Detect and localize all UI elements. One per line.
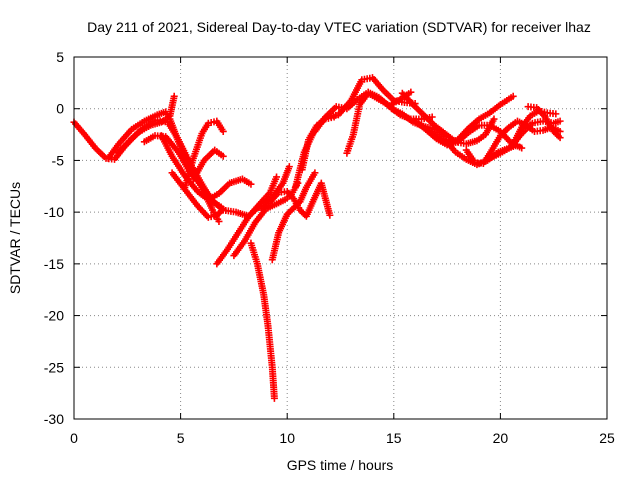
series-arc-23 <box>486 117 564 162</box>
x-tick-label: 5 <box>177 430 185 446</box>
y-tick-label: 0 <box>56 101 64 117</box>
data-point <box>311 169 319 177</box>
y-tick-label: -25 <box>44 359 64 375</box>
series-arc-1 <box>70 92 178 163</box>
data-point <box>215 217 223 225</box>
series-arc-17 <box>343 88 415 157</box>
series-arc-8 <box>181 117 227 191</box>
data-point <box>270 394 278 402</box>
plot-frame <box>73 56 608 420</box>
x-tick-label: 0 <box>70 430 78 446</box>
y-tick-label: 5 <box>56 49 64 65</box>
data-point <box>219 152 227 160</box>
x-tick-label: 20 <box>493 430 509 446</box>
data-point <box>247 180 255 188</box>
tick-layer <box>73 56 608 420</box>
series-arc-5 <box>157 132 255 204</box>
y-axis-label: SDTVAR / TECUs <box>7 182 23 294</box>
x-axis-label: GPS time / hours <box>287 457 394 473</box>
grid-layer <box>74 57 607 419</box>
data-point <box>170 92 178 100</box>
data-point <box>326 211 334 219</box>
data-point <box>518 144 526 152</box>
data-point <box>273 173 281 181</box>
chart-title: Day 211 of 2021, Sidereal Day-to-day VTE… <box>87 19 591 35</box>
y-tick-label: -15 <box>44 256 64 272</box>
data-point <box>219 127 227 135</box>
series-arc-9 <box>247 239 278 402</box>
x-tick-label: 10 <box>279 430 295 446</box>
data-layer <box>70 74 564 402</box>
data-point <box>552 110 560 118</box>
x-tick-label: 25 <box>599 430 615 446</box>
data-point <box>509 92 517 100</box>
y-tick-label: -10 <box>44 204 64 220</box>
y-tick-label: -5 <box>52 152 65 168</box>
data-point <box>556 117 564 125</box>
tick-label-layer: 0 5 10 15 20 25 5 0 -5 -10 -15 -20 -25 -30 <box>44 49 615 446</box>
x-tick-label: 15 <box>386 430 402 446</box>
y-tick-label: -30 <box>44 411 64 427</box>
data-point <box>490 115 498 123</box>
y-tick-label: -20 <box>44 308 64 324</box>
data-point <box>407 88 415 96</box>
data-point <box>556 134 564 142</box>
series-arc-7 <box>189 146 227 183</box>
series-arc-25 <box>524 103 564 142</box>
data-point <box>219 205 227 213</box>
series-arc-13 <box>268 169 319 264</box>
data-point <box>285 163 293 171</box>
